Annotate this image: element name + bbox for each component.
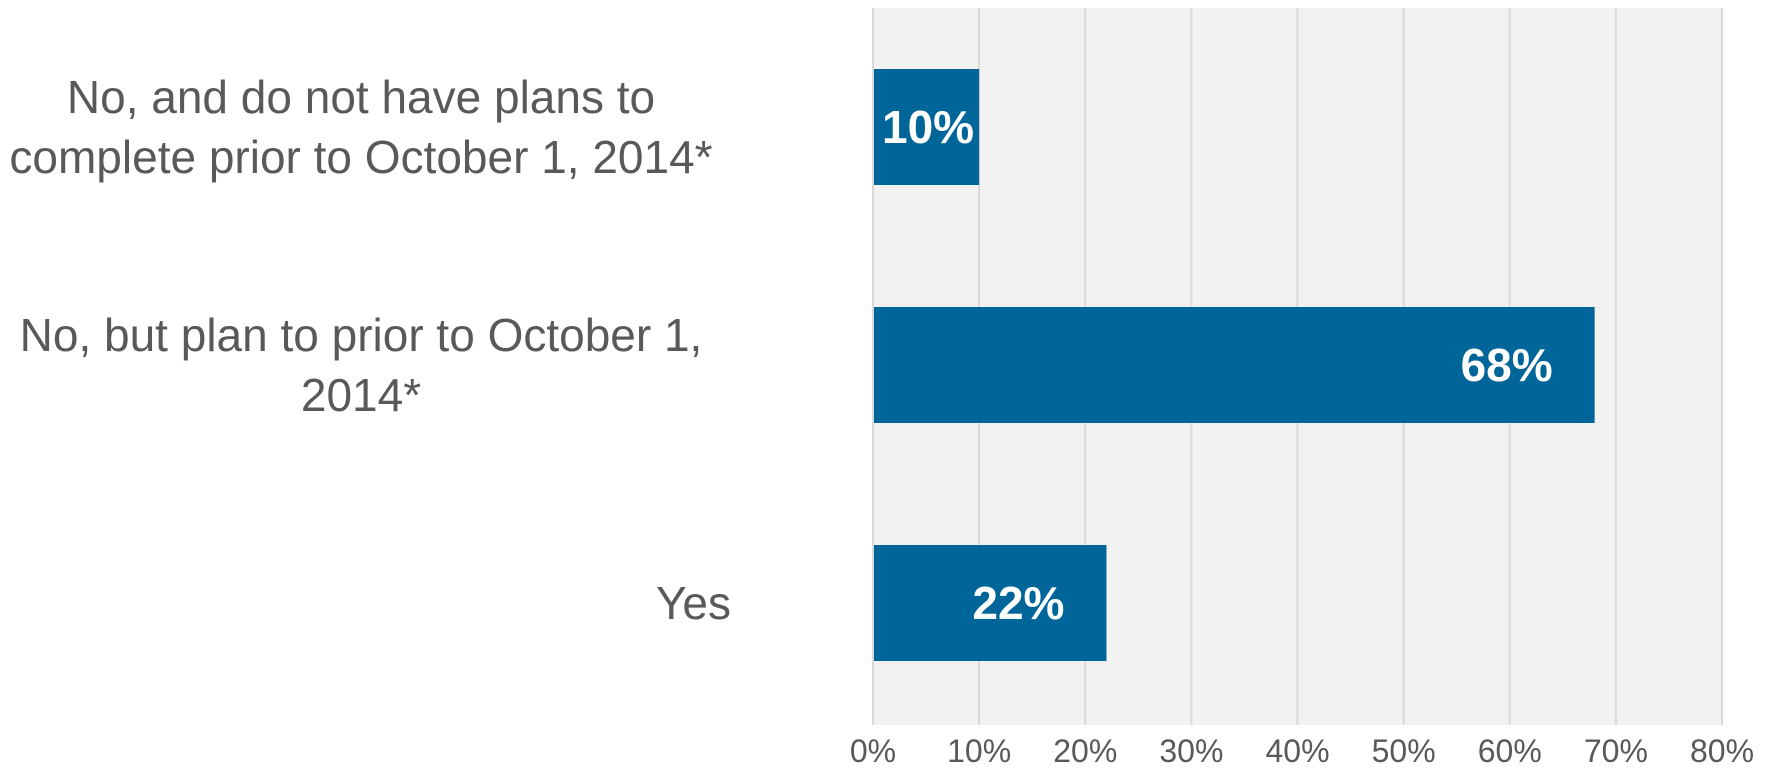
x-tick-label-40: 40% (1265, 733, 1329, 769)
x-tick-label-50: 50% (1372, 733, 1436, 769)
data-label-0: 10% (882, 101, 974, 153)
bars (874, 69, 1595, 661)
x-tick-label-70: 70% (1584, 733, 1648, 769)
x-tick-label-60: 60% (1478, 733, 1542, 769)
data-label-2: 22% (972, 577, 1064, 629)
category-label-no-no-plans: No, and do not have plans to complete pr… (9, 71, 713, 183)
bar-0 (874, 69, 980, 185)
category-label-yes: Yes (655, 577, 731, 629)
x-tick-label-0: 0% (850, 733, 896, 769)
x-tick-label-20: 20% (1053, 733, 1117, 769)
data-labels: 10% 68% 22% (882, 101, 1553, 629)
x-tick-label-30: 30% (1159, 733, 1223, 769)
data-label-1: 68% (1461, 339, 1553, 391)
category-label-no-plan: No, but plan to prior to October 1, 2014… (19, 309, 703, 421)
bar-1 (874, 307, 1595, 423)
x-tick-label-80: 80% (1690, 733, 1754, 769)
x-tick-labels: 0% 10% 20% 30% 40% 50% 60% 70% 80% (850, 733, 1754, 769)
bar-2 (874, 545, 1107, 661)
x-tick-label-10: 10% (947, 733, 1011, 769)
